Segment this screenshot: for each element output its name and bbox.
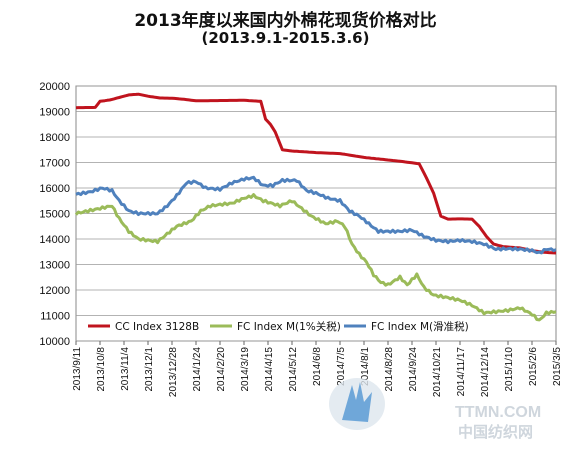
chart-subtitle: (2013.9.1-2015.3.6) xyxy=(201,29,370,47)
y-tick-label: 17000 xyxy=(39,158,70,170)
series-line xyxy=(75,175,557,255)
y-tick-label: 14000 xyxy=(39,234,70,246)
y-axis: 10000 11000 12000 13000 14000 15000 16000 17000… xyxy=(39,81,70,348)
legend-label: FC Index M(1%关税) xyxy=(237,320,341,333)
series-lines xyxy=(74,92,557,322)
x-tick-label: 2014/2/20 xyxy=(216,347,227,392)
x-axis: 2013/9/11 2013/10/8 2013/11/4 2013/12/1 2013… xyxy=(72,341,563,397)
watermark-cn: 中国纺织网 xyxy=(458,423,533,441)
y-tick-label: 16000 xyxy=(39,183,70,195)
x-tick-label: 2014/11/17 xyxy=(456,347,467,397)
x-tick-label: 2014/10/21 xyxy=(432,347,443,397)
chart-title: 2013年度以来国内外棉花现货价格对比 xyxy=(134,11,437,31)
y-tick-label: 15000 xyxy=(39,209,70,221)
x-tick-label: 2014/5/12 xyxy=(288,347,299,392)
x-tick-label: 2014/9/24 xyxy=(408,347,419,392)
legend-label: FC Index M(滑准税) xyxy=(371,320,469,333)
x-tick-label: 2014/1/24 xyxy=(192,347,203,392)
series-line xyxy=(74,193,557,322)
x-tick-label: 2013/12/28 xyxy=(168,347,179,397)
series-line xyxy=(75,92,557,255)
x-tick-label: 2015/3/5 xyxy=(552,347,563,386)
x-tick-label: 2014/3/19 xyxy=(240,347,251,392)
x-tick-label: 2013/12/1 xyxy=(144,347,155,392)
y-tick-label: 12000 xyxy=(39,285,70,297)
x-tick-label: 2013/9/11 xyxy=(72,347,83,391)
x-tick-label: 2014/6/8 xyxy=(312,347,323,386)
x-tick-label: 2015/1/10 xyxy=(504,347,515,392)
x-tick-label: 2013/10/8 xyxy=(96,347,107,392)
legend: CC Index 3128B FC Index M(1%关税) FC Index M… xyxy=(88,320,469,333)
x-tick-label: 2015/2/6 xyxy=(528,347,539,386)
y-tick-label: 18000 xyxy=(39,132,70,144)
watermark-logo: TTMN.COM 中国纺织网 xyxy=(329,378,541,441)
y-tick-label: 19000 xyxy=(39,107,70,119)
x-tick-label: 2013/11/4 xyxy=(120,347,131,391)
legend-label: CC Index 3128B xyxy=(115,321,199,333)
x-tick-label: 2014/8/1 xyxy=(360,347,371,386)
watermark-brand: TTMN.COM xyxy=(455,404,541,421)
x-tick-label: 2014/4/15 xyxy=(264,347,275,392)
y-tick-label: 11000 xyxy=(40,311,70,323)
x-tick-label: 2014/7/5 xyxy=(336,347,347,386)
y-tick-label: 13000 xyxy=(39,260,70,272)
x-tick-label: 2014/12/14 xyxy=(480,347,491,397)
y-tick-label: 20000 xyxy=(39,81,70,93)
x-tick-label: 2014/8/28 xyxy=(384,347,395,392)
y-tick-label: 10000 xyxy=(39,336,70,348)
